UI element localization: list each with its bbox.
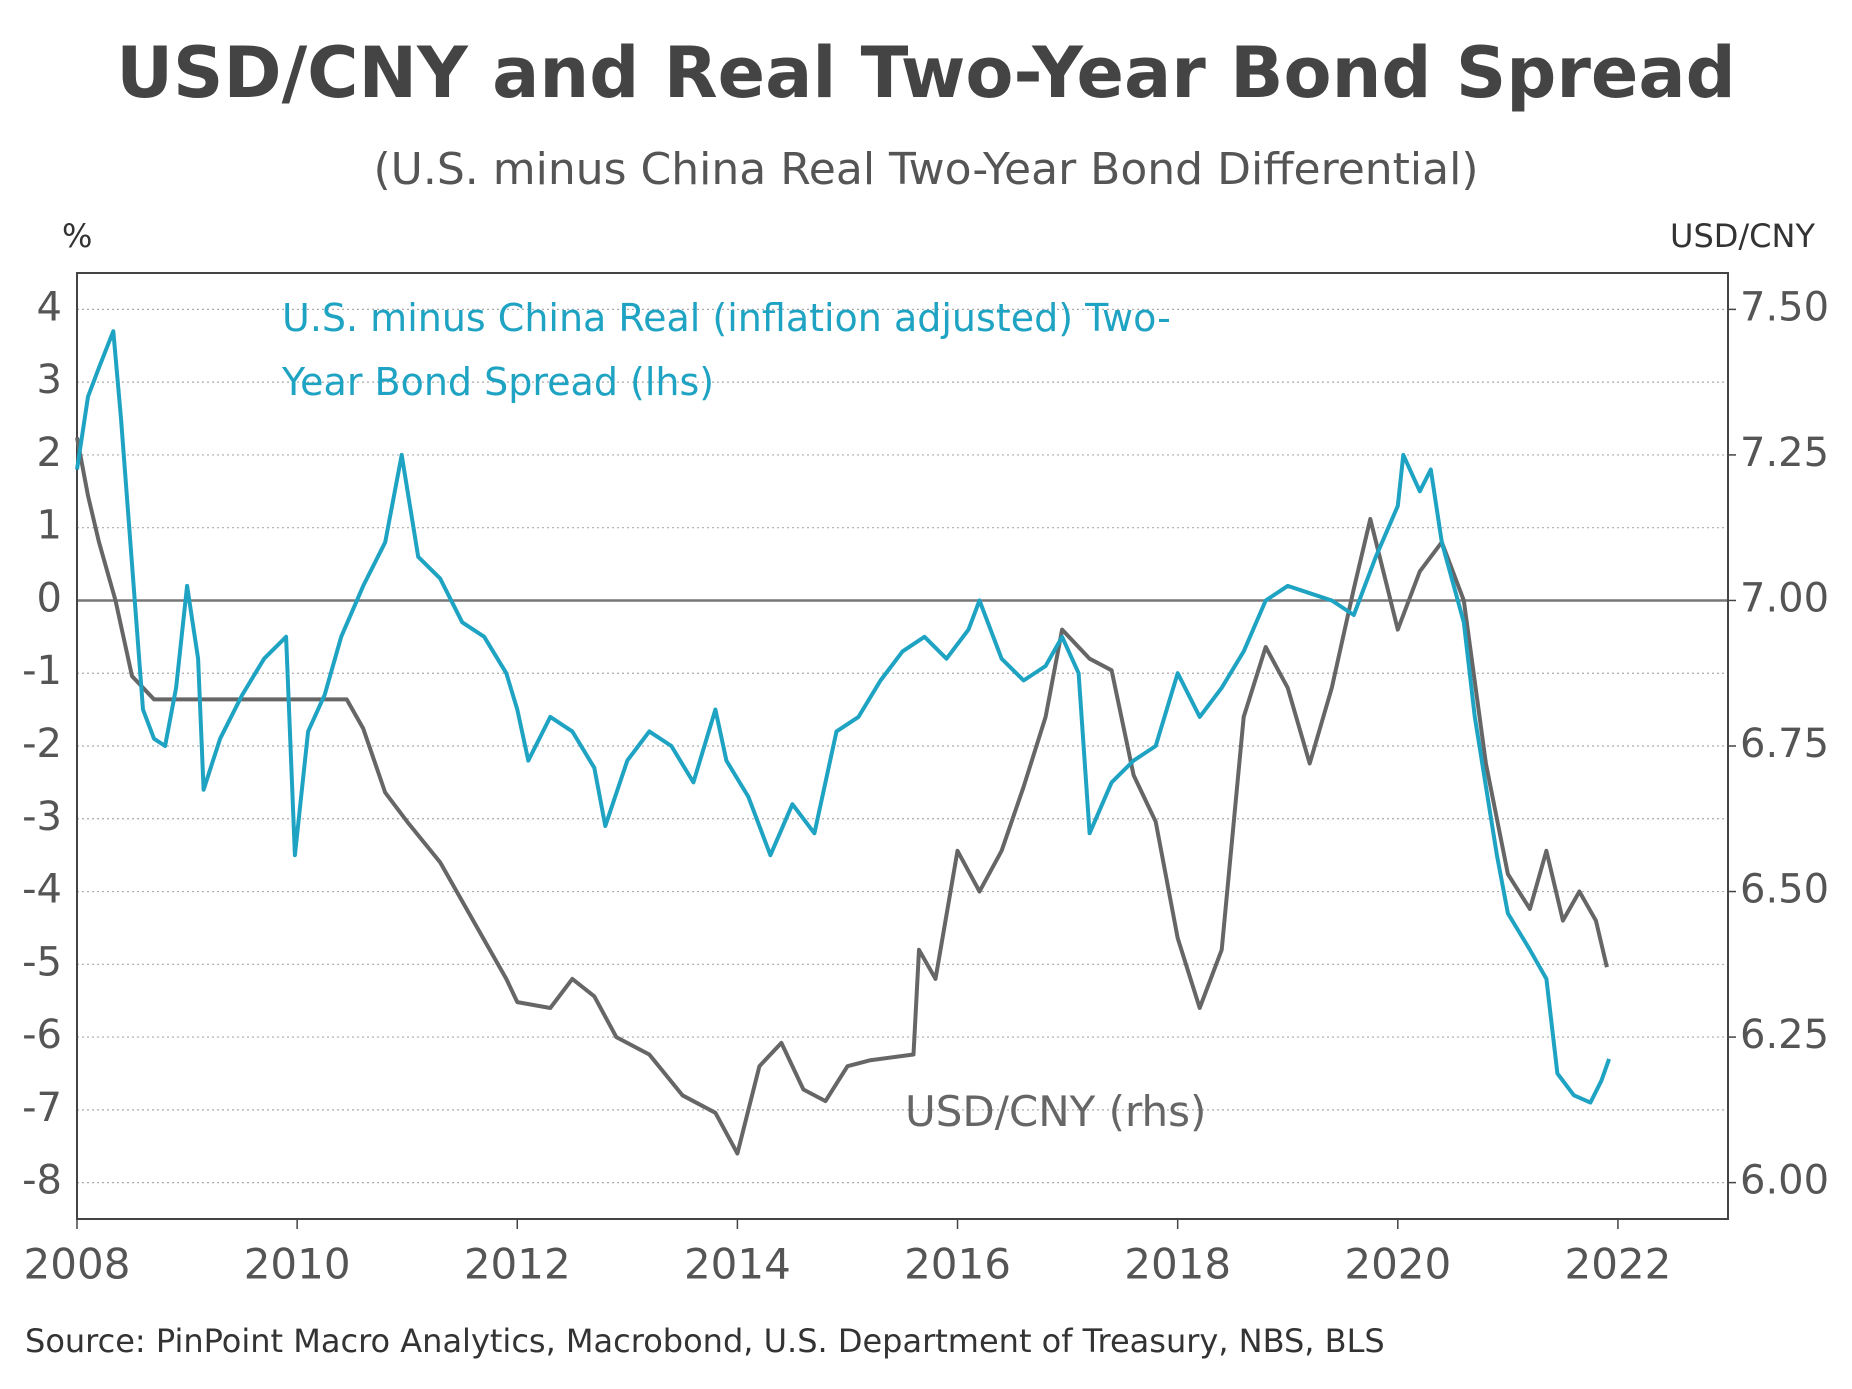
y-tick-label: -7 — [22, 1085, 62, 1131]
series-label: U.S. minus China Real (inflation adjuste… — [282, 296, 1171, 404]
y-tick-label: 4 — [37, 284, 62, 330]
y-tick-label: 1 — [37, 503, 62, 549]
x-tick-label: 2014 — [684, 1240, 791, 1289]
x-tick-label: 2012 — [464, 1240, 571, 1289]
y-tick-label: -4 — [22, 867, 62, 913]
y2-tick-label: 6.00 — [1740, 1158, 1829, 1204]
y-tick-label: -8 — [22, 1158, 62, 1204]
y-axis-unit: % — [62, 217, 92, 255]
y-tick-label: 2 — [37, 430, 62, 476]
y2-tick-label: 6.75 — [1740, 721, 1829, 767]
y-tick-label: -2 — [22, 721, 62, 767]
x-tick-label: 2022 — [1564, 1240, 1671, 1289]
x-tick-label: 2020 — [1344, 1240, 1451, 1289]
series-line — [75, 329, 1611, 1105]
x-tick-label: 2008 — [24, 1240, 131, 1289]
source-note: Source: PinPoint Macro Analytics, Macrob… — [25, 1322, 1385, 1360]
chart-subtitle: (U.S. minus China Real Two-Year Bond Dif… — [374, 144, 1479, 195]
x-tick-label: 2018 — [1124, 1240, 1231, 1289]
y2-tick-label: 7.50 — [1740, 284, 1829, 330]
x-tick-label: 2010 — [244, 1240, 351, 1289]
y2-tick-label: 7.00 — [1740, 575, 1829, 621]
series-line — [75, 437, 1609, 1156]
y2-tick-label: 7.25 — [1740, 430, 1829, 476]
y-tick-label: -5 — [22, 939, 62, 985]
y2-axis-unit: USD/CNY — [1670, 217, 1815, 255]
y-tick-label: 0 — [37, 575, 62, 621]
series-label: USD/CNY (rhs) — [905, 1087, 1207, 1136]
y-tick-label: 3 — [37, 357, 62, 403]
y-tick-label: -6 — [22, 1012, 62, 1058]
y2-tick-label: 6.25 — [1740, 1012, 1829, 1058]
x-tick-label: 2016 — [904, 1240, 1011, 1289]
y-tick-label: -3 — [22, 794, 62, 840]
plot-frame — [76, 272, 1729, 1220]
chart-title: USD/CNY and Real Two-Year Bond Spread — [116, 32, 1736, 114]
y2-tick-label: 6.50 — [1740, 867, 1829, 913]
y-tick-label: -1 — [22, 648, 62, 694]
